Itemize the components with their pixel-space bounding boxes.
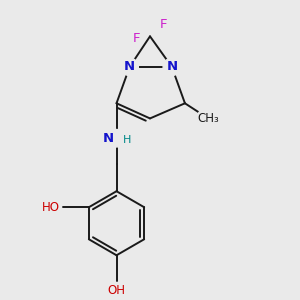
Circle shape <box>163 58 181 76</box>
Text: N: N <box>166 60 177 74</box>
Circle shape <box>197 107 219 130</box>
Text: N: N <box>103 132 114 145</box>
Text: HO: HO <box>42 201 60 214</box>
Text: F: F <box>132 32 140 45</box>
Circle shape <box>108 130 125 147</box>
Text: F: F <box>159 18 167 31</box>
Text: H: H <box>123 135 131 145</box>
Text: N: N <box>124 60 135 74</box>
Text: CH₃: CH₃ <box>197 112 219 125</box>
Circle shape <box>121 58 138 76</box>
Text: OH: OH <box>107 284 125 297</box>
